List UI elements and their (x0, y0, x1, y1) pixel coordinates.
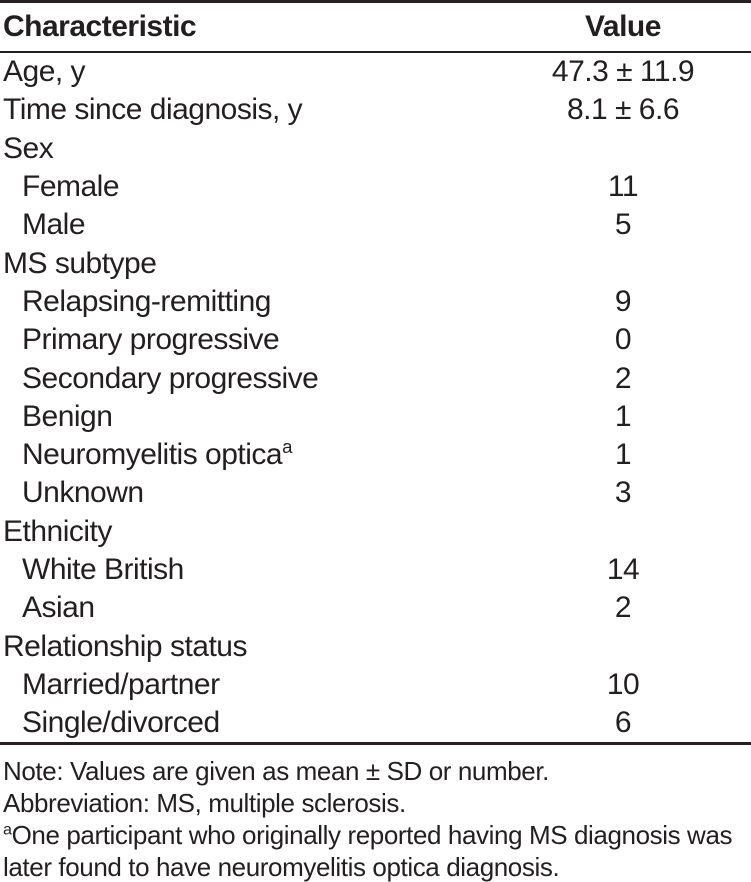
row-value: 8.1 ± 6.6 (566, 93, 680, 127)
table-row: Asian 2 (0, 589, 751, 627)
note-line: later found to have neuromyelitis optica… (3, 852, 560, 882)
row-value: 1 (614, 438, 632, 472)
row-label: MS subtype (3, 246, 157, 280)
row-value: 1 (614, 399, 632, 433)
row-label: Unknown (22, 476, 144, 510)
row-value: 2 (614, 361, 632, 395)
table-row: MS subtype (0, 244, 751, 282)
table-row: Sex (0, 130, 751, 168)
row-label: Ethnicity (3, 514, 112, 548)
row-label: Time since diagnosis, y (3, 93, 303, 127)
row-label: Age, y (3, 55, 86, 89)
row-value: 9 (614, 284, 632, 318)
table-row: Neuromyelitis opticaa 1 (0, 436, 751, 474)
row-value: 11 (607, 170, 639, 204)
row-label: Married/partner (22, 667, 220, 701)
row-value: 14 (606, 553, 640, 586)
note-line: Abbreviation: MS, multiple sclerosis. (3, 788, 406, 819)
row-label: Asian (22, 591, 95, 625)
row-value: 3 (614, 476, 632, 510)
row-label: Male (22, 208, 86, 242)
table-row: Age, y 47.3 ± 11.9 (0, 53, 751, 91)
row-label: Primary progressive (22, 323, 280, 357)
header-value: Value (585, 10, 661, 43)
row-label: Sex (3, 131, 54, 165)
table-row: Primary progressive 0 (0, 321, 751, 359)
table-row: Time since diagnosis, y 8.1 ± 6.6 (0, 91, 751, 129)
row-label: Relapsing-remitting (22, 284, 271, 318)
table-row: Single/divorced 6 (0, 704, 751, 742)
row-label: Neuromyelitis opticaa (22, 436, 292, 472)
table-row: Female 11 (0, 168, 751, 206)
footnote-marker: a (3, 820, 12, 839)
row-label: Secondary progressive (22, 361, 319, 395)
participant-characteristics-table: Characteristic Value Age, y 47.3 ± 11.9 Ti… (0, 0, 751, 746)
note-line: Note: Values are given as mean ± SD or n… (3, 756, 550, 787)
table-row: Relationship status (0, 627, 751, 665)
row-label: Female (22, 170, 120, 204)
table-row: Benign 1 (0, 398, 751, 436)
table-notes: Note: Values are given as mean ± SD or n… (0, 755, 751, 882)
table-row: Married/partner 10 (0, 666, 751, 704)
table-row: Relapsing-remitting 9 (0, 283, 751, 321)
note-line: aOne participant who originally reported… (3, 820, 733, 851)
row-label: Relationship status (3, 629, 247, 663)
row-value: 0 (614, 323, 632, 357)
table-row: White British 14 (0, 551, 751, 589)
row-value: 2 (614, 591, 632, 625)
table-header-row: Characteristic Value (0, 3, 751, 53)
table-row: Secondary progressive 2 (0, 359, 751, 397)
row-label: White British (22, 553, 184, 586)
row-value: 47.3 ± 11.9 (551, 55, 695, 89)
row-label: Single/divorced (22, 706, 220, 740)
row-value: 5 (614, 208, 632, 242)
header-characteristic: Characteristic (3, 10, 197, 43)
table-row: Ethnicity (0, 513, 751, 551)
row-value: 6 (614, 706, 632, 740)
row-label: Benign (22, 399, 113, 433)
footnote-marker: a (282, 436, 292, 458)
table-row: Unknown 3 (0, 474, 751, 512)
row-value: 10 (606, 667, 640, 701)
table-body: Age, y 47.3 ± 11.9 Time since diagnosis, y… (0, 53, 751, 742)
table-row: Male 5 (0, 206, 751, 244)
